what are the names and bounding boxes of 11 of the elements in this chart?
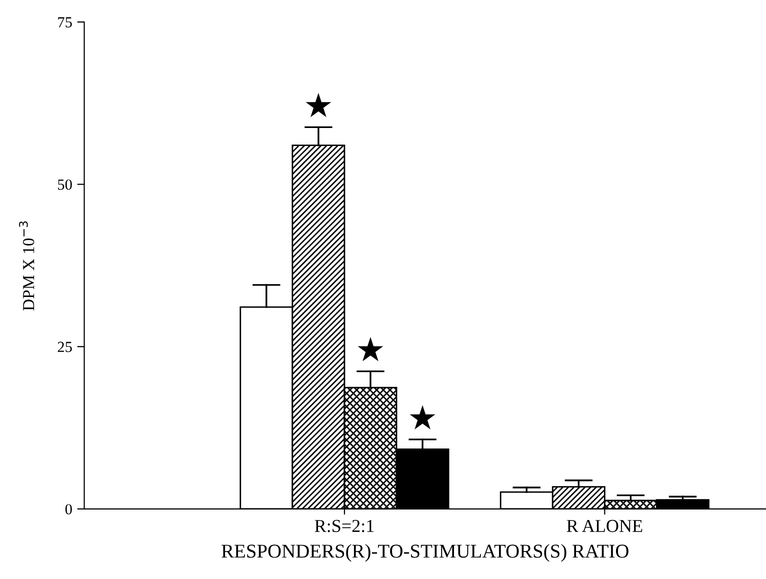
x-tick-label: R:S=2:1	[314, 520, 374, 532]
y-tick-label: 75	[58, 17, 72, 28]
x-tick-label: R ALONE	[566, 520, 642, 532]
y-tick-label: 25	[58, 342, 72, 352]
annotation: ★	[410, 405, 436, 430]
y-tick-label: 50	[58, 179, 72, 190]
y-tick-label: 0	[65, 504, 72, 514]
annotation: ★	[358, 336, 384, 362]
x-axis-title: RESPONDERS(R)-TO-STIMULATORS(S) RATIO	[222, 544, 628, 562]
y-axis-title: DPM X 10$^{−3}$	[19, 221, 34, 310]
annotation: ★	[306, 92, 332, 118]
